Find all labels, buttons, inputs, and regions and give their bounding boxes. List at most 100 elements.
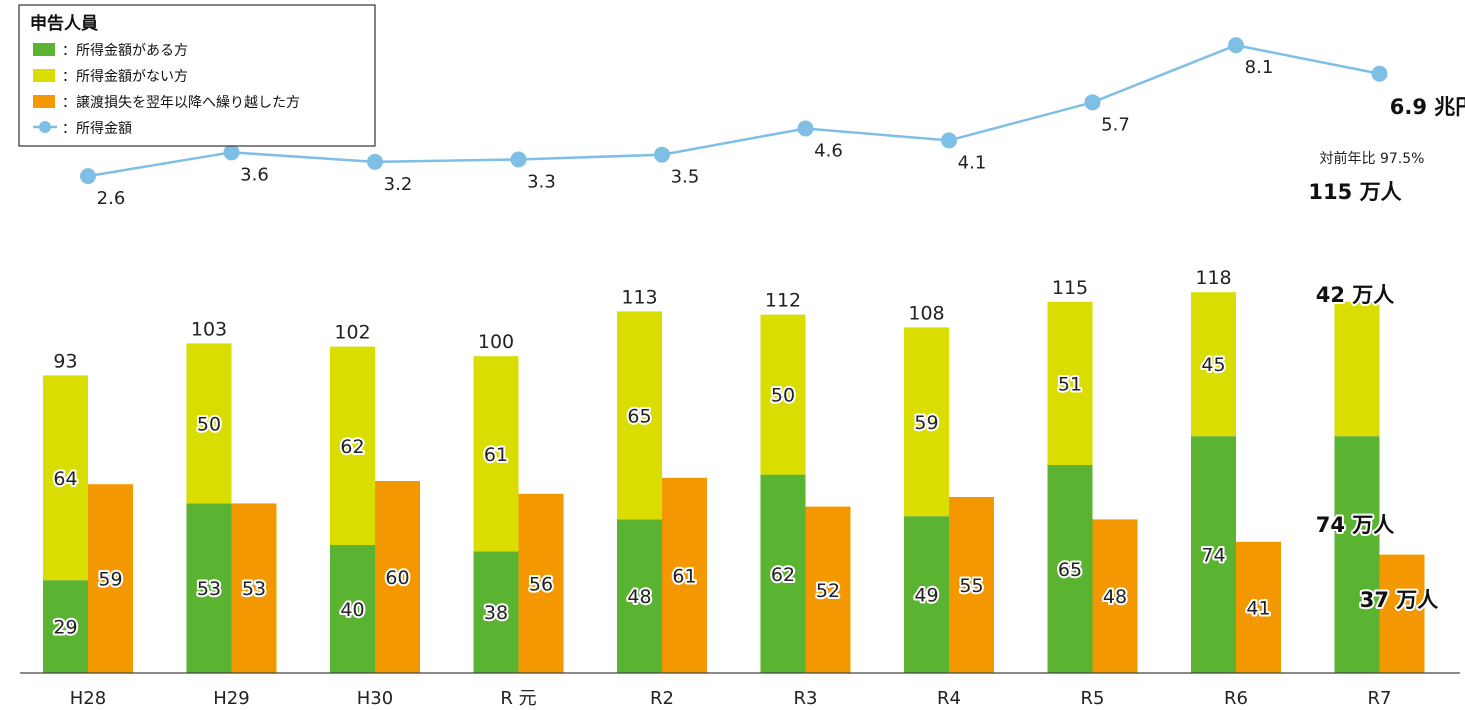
r7-no-income-label: 42 万人 bbox=[1316, 283, 1395, 307]
with-income-value-label: 40 bbox=[340, 599, 364, 621]
x-tick-label: H30 bbox=[357, 688, 393, 709]
amount-line-layer: 2.6 3.6 3.2 3.3 3.5 4.6 4.1 5.7 8.1 bbox=[80, 37, 1388, 209]
no-income-value-label: 62 bbox=[340, 436, 364, 458]
total-label: 93 bbox=[53, 350, 77, 372]
amount-value-label: 8.1 bbox=[1245, 57, 1274, 78]
x-tick-label: H29 bbox=[213, 688, 249, 709]
x-tick-label: R6 bbox=[1224, 688, 1248, 709]
no-income-value-label: 64 bbox=[53, 468, 77, 490]
with-income-value-label: 74 bbox=[1201, 545, 1225, 567]
bar-carryover bbox=[518, 493, 564, 673]
amount-value-label: 5.7 bbox=[1101, 114, 1130, 135]
r7-total-label: 115 万人 bbox=[1308, 180, 1401, 204]
bar-carryover bbox=[375, 481, 420, 673]
with-income-value-label: 53 bbox=[197, 578, 221, 600]
no-income-value-label: 50 bbox=[197, 413, 221, 435]
carryover-value-label: 60 bbox=[385, 567, 409, 589]
carryover-value-label: 53 bbox=[242, 578, 266, 600]
bar-carryover bbox=[88, 484, 133, 673]
amount-point bbox=[941, 132, 957, 149]
bar-no-income bbox=[1334, 301, 1380, 437]
bar-no-income bbox=[1047, 301, 1093, 465]
no-income-value-label: 50 bbox=[771, 385, 795, 407]
carryover-value-label: 52 bbox=[816, 580, 840, 602]
bar-no-income bbox=[330, 346, 375, 545]
x-tick-label: R5 bbox=[1081, 688, 1105, 709]
bar-carryover bbox=[231, 503, 277, 673]
amount-point bbox=[1084, 94, 1101, 111]
bar-with-income bbox=[904, 516, 949, 673]
amount-value-label: 2.6 bbox=[97, 188, 126, 209]
amount-value-label: 3.2 bbox=[384, 174, 413, 195]
total-label: 103 bbox=[191, 318, 227, 340]
legend-label-no-income: ：所得金額がない方 bbox=[62, 68, 188, 85]
x-tick-label: H28 bbox=[70, 688, 106, 709]
bar-no-income bbox=[617, 311, 662, 520]
no-income-value-label: 59 bbox=[914, 412, 938, 434]
bar-carryover bbox=[805, 506, 851, 673]
amount-point bbox=[367, 153, 383, 170]
amount-value-label: 3.3 bbox=[527, 171, 556, 192]
amount-point bbox=[223, 144, 240, 161]
legend-swatch-no-income bbox=[33, 69, 55, 82]
bar-carryover bbox=[1379, 554, 1425, 673]
carryover-value-label: 61 bbox=[672, 565, 696, 587]
total-label: 100 bbox=[478, 331, 514, 353]
bar-with-income bbox=[760, 474, 806, 673]
bar-with-income bbox=[1191, 436, 1236, 673]
amount-point bbox=[797, 120, 814, 137]
carryover-value-label: 41 bbox=[1246, 597, 1270, 619]
amount-point bbox=[1371, 65, 1388, 82]
legend-swatch-carryover bbox=[33, 95, 55, 108]
carryover-value-label: 56 bbox=[529, 573, 553, 595]
bar-carryover bbox=[1236, 541, 1281, 673]
r7-carryover-label: 37 万人 bbox=[1360, 588, 1439, 612]
legend-label-amount: ：所得金額 bbox=[62, 120, 132, 137]
total-label: 102 bbox=[334, 322, 370, 344]
total-label: 113 bbox=[621, 286, 657, 308]
bars-layer bbox=[43, 292, 1425, 673]
total-label: 115 bbox=[1052, 277, 1088, 299]
carryover-value-label: 59 bbox=[98, 569, 122, 591]
x-tick-label: R2 bbox=[650, 688, 674, 709]
bar-no-income bbox=[473, 356, 519, 552]
bar-with-income bbox=[1047, 465, 1093, 673]
bar-no-income bbox=[760, 314, 806, 475]
bar-no-income bbox=[1191, 292, 1236, 437]
amount-value-label: 3.5 bbox=[671, 167, 700, 188]
bar-carryover bbox=[662, 477, 707, 673]
amount-point bbox=[510, 151, 527, 168]
x-tick-label: R 元 bbox=[500, 688, 536, 709]
legend-marker-amount bbox=[39, 121, 51, 133]
legend-swatch-with-income bbox=[33, 43, 55, 56]
total-label: 118 bbox=[1195, 267, 1231, 289]
with-income-value-label: 49 bbox=[914, 585, 938, 607]
no-income-value-label: 51 bbox=[1058, 373, 1082, 395]
no-income-value-label: 45 bbox=[1201, 354, 1225, 376]
bar-with-income bbox=[330, 545, 375, 673]
legend-box bbox=[18, 4, 376, 147]
with-income-value-label: 38 bbox=[484, 602, 508, 624]
total-label: 112 bbox=[765, 290, 801, 312]
amount-point bbox=[80, 168, 96, 185]
bar-with-income bbox=[186, 503, 232, 673]
bar-with-income bbox=[1334, 436, 1380, 673]
amount-value-label: 3.6 bbox=[240, 164, 269, 185]
amount-value-label: 4.1 bbox=[958, 152, 987, 173]
r7-amount-label: 6.9 兆円 bbox=[1390, 95, 1465, 119]
total-label: 108 bbox=[908, 302, 944, 324]
r7-annotations: 6.9 兆円 対前年比 97.5% 115 万人 42 万人 74 万人 37 … bbox=[1306, 93, 1465, 614]
no-income-value-label: 65 bbox=[627, 405, 651, 427]
bar-no-income bbox=[186, 343, 232, 504]
legend-title: 申告人員 bbox=[30, 13, 98, 34]
with-income-value-label: 48 bbox=[627, 586, 651, 608]
carryover-value-label: 55 bbox=[959, 575, 983, 597]
amount-point bbox=[1228, 37, 1244, 54]
bar-with-income bbox=[43, 580, 88, 673]
x-tick-label: R7 bbox=[1368, 688, 1392, 709]
with-income-value-label: 65 bbox=[1058, 559, 1082, 581]
legend-label-carryover: ：譲渡損失を翌年以降へ繰り越した方 bbox=[62, 95, 300, 111]
no-income-value-label: 61 bbox=[484, 444, 508, 466]
bar-with-income bbox=[617, 519, 662, 673]
bar-carryover bbox=[1092, 519, 1138, 673]
